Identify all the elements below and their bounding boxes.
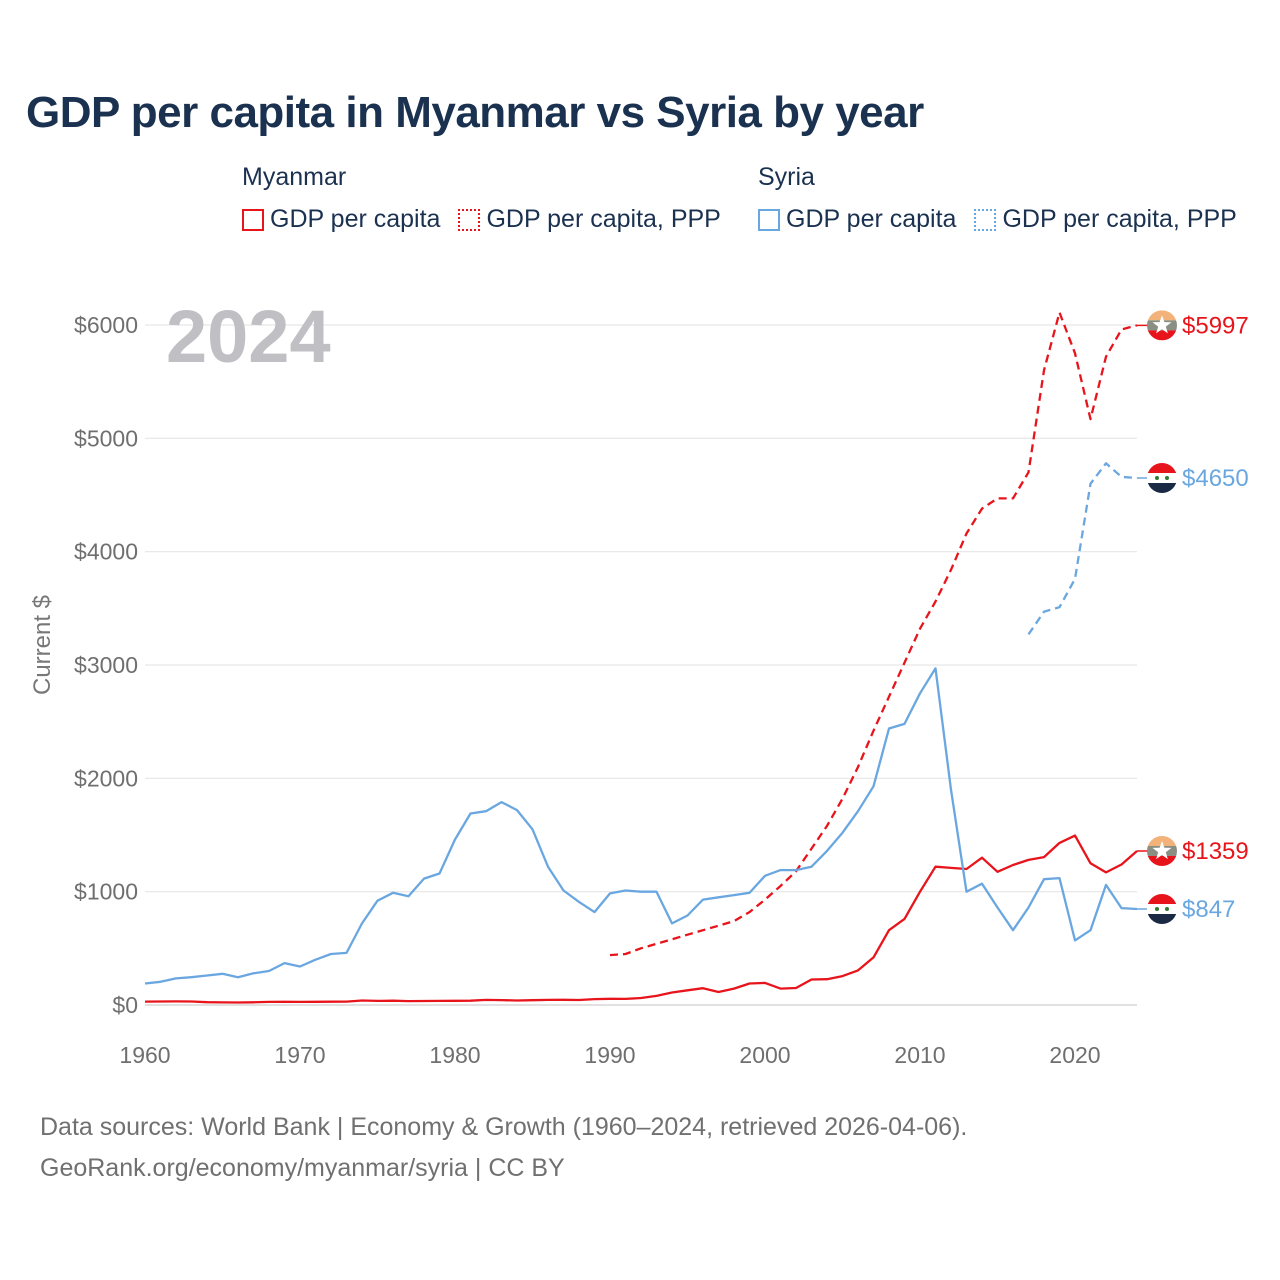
y-tick-label: $6000 bbox=[74, 312, 138, 338]
footer-sources: Data sources: World Bank | Economy & Gro… bbox=[40, 1113, 968, 1141]
series-line-syria-solid[interactable] bbox=[144, 667, 1138, 985]
legend-item-myanmar-ppp[interactable]: GDP per capita, PPP bbox=[458, 205, 721, 234]
footer: Data sources: World Bank | Economy & Gro… bbox=[40, 1107, 967, 1189]
y-tick-label: $4000 bbox=[74, 539, 138, 565]
x-tick-label: 1970 bbox=[274, 1042, 325, 1068]
legend-label-myanmar-gdp: GDP per capita bbox=[270, 205, 441, 233]
legend-swatch-myanmar-ppp bbox=[458, 208, 481, 231]
end-value-label: $847 bbox=[1182, 896, 1235, 923]
current-year-label: 2024 bbox=[166, 295, 331, 378]
legend-swatch-syria-ppp bbox=[974, 208, 997, 231]
legend-group-myanmar: Myanmar GDP per capita GDP per capita, P… bbox=[242, 163, 721, 233]
x-tick-label: 2000 bbox=[739, 1042, 790, 1068]
x-tick-label: 2020 bbox=[1049, 1042, 1100, 1068]
legend-label-myanmar-ppp: GDP per capita, PPP bbox=[486, 205, 721, 233]
y-axis-title: Current $ bbox=[29, 595, 56, 695]
x-tick-label: 2010 bbox=[894, 1042, 945, 1068]
legend-swatch-myanmar-gdp bbox=[242, 208, 264, 231]
legend-group-title-myanmar: Myanmar bbox=[242, 163, 347, 191]
footer-link[interactable]: GeoRank.org/economy/myanmar/syria | CC B… bbox=[40, 1154, 565, 1182]
x-tick-label: 1990 bbox=[584, 1042, 635, 1068]
legend-item-syria-gdp[interactable]: GDP per capita bbox=[758, 205, 956, 234]
y-tick-label: $0 bbox=[112, 992, 138, 1018]
x-tick-label: 1960 bbox=[119, 1042, 170, 1068]
end-value-label: $1359 bbox=[1182, 838, 1249, 865]
series-line-syria-dashed[interactable] bbox=[1027, 462, 1138, 636]
y-tick-label: $2000 bbox=[74, 765, 138, 791]
legend-item-myanmar-gdp[interactable]: GDP per capita bbox=[242, 205, 440, 234]
legend-item-syria-ppp[interactable]: GDP per capita, PPP bbox=[974, 205, 1237, 234]
syria-flag-icon bbox=[1147, 894, 1177, 925]
legend-group-title-syria: Syria bbox=[758, 163, 815, 191]
syria-flag-icon bbox=[1147, 463, 1177, 493]
series-line-myanmar-dashed[interactable] bbox=[609, 311, 1138, 957]
y-tick-label: $5000 bbox=[74, 425, 138, 451]
series-line-myanmar-solid[interactable] bbox=[144, 834, 1138, 1004]
y-tick-label: $3000 bbox=[74, 652, 138, 678]
chart-title: GDP per capita in Myanmar vs Syria by ye… bbox=[26, 88, 924, 137]
end-value-label: $4650 bbox=[1182, 465, 1249, 492]
y-tick-label: $1000 bbox=[74, 879, 138, 905]
myanmar-flag-icon bbox=[1147, 835, 1177, 866]
legend-swatch-syria-gdp bbox=[758, 208, 780, 231]
x-tick-label: 1980 bbox=[429, 1042, 480, 1068]
legend-label-syria-gdp: GDP per capita bbox=[786, 205, 957, 233]
end-value-label: $5997 bbox=[1182, 312, 1249, 339]
myanmar-flag-icon bbox=[1147, 310, 1177, 341]
legend-label-syria-ppp: GDP per capita, PPP bbox=[1002, 205, 1237, 233]
legend-group-syria: Syria GDP per capita GDP per capita, PPP bbox=[758, 163, 1237, 233]
